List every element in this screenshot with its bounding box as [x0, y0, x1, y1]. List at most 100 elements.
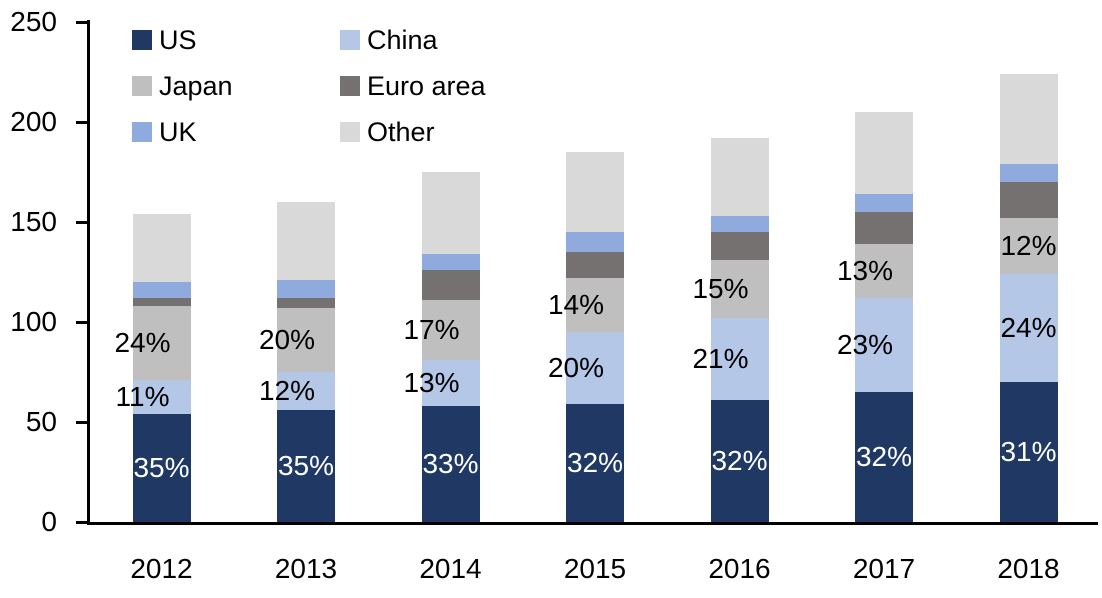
segment-japan-2014: 17%	[403, 300, 480, 360]
segment-us-2018: 31%	[999, 382, 1058, 522]
data-label-us-2012: 35%	[133, 452, 190, 483]
segment-china-2014: 13%	[403, 360, 480, 406]
y-axis-label-200: 200	[10, 106, 57, 137]
bar-2015: 32% 20% 14%	[548, 152, 624, 522]
segment-other-2013	[277, 202, 335, 280]
segment-uk-2016	[710, 216, 769, 232]
legend-swatch-japan	[132, 76, 152, 96]
legend-label-other: Other	[367, 116, 435, 147]
segment-japan-2018: 12%	[999, 218, 1058, 274]
segment-us-2016: 32%	[710, 400, 769, 522]
segment-japan-2012: 24%	[114, 306, 191, 380]
x-axis-label-2012: 2012	[130, 553, 193, 584]
segment-euro-area-2018	[999, 182, 1058, 218]
y-axis-label-0: 0	[41, 506, 57, 537]
x-axis-label-2016: 2016	[708, 553, 771, 584]
segment-china-2012: 11%	[116, 380, 191, 414]
segment-uk-2014	[421, 254, 480, 270]
x-axis-label-2015: 2015	[563, 553, 627, 584]
segment-other-2018	[999, 74, 1058, 164]
legend-swatch-euro-area	[340, 76, 360, 96]
segment-other-2015	[566, 152, 624, 232]
data-label-us-2014: 33%	[422, 448, 479, 479]
legend-item-uk: UK	[132, 109, 340, 155]
segment-china-2013: 12%	[259, 372, 335, 410]
segment-other-2017	[855, 112, 913, 194]
data-label-us-2018: 31%	[1000, 436, 1057, 467]
legend-label-us: US	[159, 24, 197, 55]
segment-japan-2016: 15%	[692, 260, 769, 318]
x-axis-label-2014: 2014	[419, 553, 482, 584]
segment-euro-area-2015	[566, 252, 624, 278]
segment-other-2012	[132, 214, 191, 282]
legend-item-us: US	[132, 17, 340, 63]
legend-label-uk: UK	[159, 116, 197, 147]
data-label-china-2012: 11%	[115, 381, 170, 412]
y-axis-label-250: 250	[10, 6, 57, 37]
data-label-us-2017: 32%	[855, 441, 913, 472]
data-label-china-2018: 24%	[1000, 312, 1057, 343]
segment-china-2018: 24%	[999, 274, 1058, 382]
legend-label-japan: Japan	[159, 70, 233, 101]
y-axis-label-50: 50	[25, 406, 57, 437]
legend-label-china: China	[367, 24, 438, 55]
segment-china-2015: 20%	[548, 332, 624, 404]
data-label-china-2016: 21%	[692, 343, 749, 374]
legend-item-other: Other	[340, 109, 486, 155]
segment-other-2016	[710, 138, 769, 216]
segment-euro-area-2016	[710, 232, 769, 260]
segment-other-2014	[421, 172, 480, 254]
x-axis-label-2018: 2018	[997, 553, 1060, 584]
y-tick-0	[76, 521, 88, 524]
legend-item-japan: Japan	[132, 63, 340, 109]
y-tick-200	[76, 121, 88, 124]
segment-euro-area-2013	[277, 298, 335, 308]
data-label-japan-2015: 14%	[547, 289, 605, 320]
segment-uk-2012	[132, 282, 191, 298]
legend-swatch-other	[340, 122, 360, 142]
x-axis-line	[87, 522, 1098, 525]
bar-2014: 33% 13% 17%	[403, 172, 480, 522]
data-label-japan-2016: 15%	[692, 273, 749, 304]
data-label-japan-2013: 20%	[258, 324, 316, 355]
segment-us-2015: 32%	[566, 404, 624, 522]
y-axis-label-150: 150	[10, 206, 57, 237]
segment-japan-2017: 13%	[837, 244, 913, 298]
data-label-us-2015: 32%	[566, 447, 624, 478]
x-axis-label-2017: 2017	[852, 553, 916, 584]
data-label-china-2017: 23%	[836, 329, 894, 360]
data-label-japan-2018: 12%	[1000, 230, 1057, 261]
segment-us-2012: 35%	[132, 414, 191, 522]
legend-label-euro-area: Euro area	[367, 70, 486, 101]
y-tick-100	[76, 321, 88, 324]
y-axis-line	[87, 20, 90, 525]
segment-uk-2015	[566, 232, 624, 252]
segment-uk-2018	[999, 164, 1058, 182]
bar-2018: 31% 24% 12%	[999, 74, 1058, 522]
data-label-china-2014: 13%	[403, 367, 460, 398]
segment-us-2013: 35%	[277, 410, 335, 522]
bar-2016: 32% 21% 15%	[692, 138, 769, 522]
segment-china-2017: 23%	[837, 298, 913, 392]
data-label-china-2015: 20%	[547, 352, 605, 383]
legend-item-euro-area: Euro area	[340, 63, 486, 109]
segment-euro-area-2012	[132, 298, 191, 306]
segment-japan-2015: 14%	[548, 278, 624, 332]
data-label-japan-2014: 17%	[403, 314, 460, 345]
data-label-japan-2012: 24%	[114, 327, 171, 358]
data-label-japan-2017: 13%	[836, 255, 894, 286]
segment-china-2016: 21%	[692, 318, 769, 400]
segment-uk-2013	[277, 280, 335, 298]
x-axis-label-2013: 2013	[274, 553, 338, 584]
data-label-us-2016: 32%	[711, 445, 768, 476]
y-tick-150	[76, 221, 88, 224]
y-tick-50	[76, 421, 88, 424]
bar-2012: 35% 11% 24%	[114, 214, 191, 522]
segment-japan-2013: 20%	[259, 308, 335, 372]
chart-legend: US China Japan Euro area UK Other	[132, 17, 486, 155]
segment-us-2017: 32%	[855, 392, 913, 522]
segment-uk-2017	[855, 194, 913, 212]
data-label-us-2013: 35%	[277, 450, 335, 481]
